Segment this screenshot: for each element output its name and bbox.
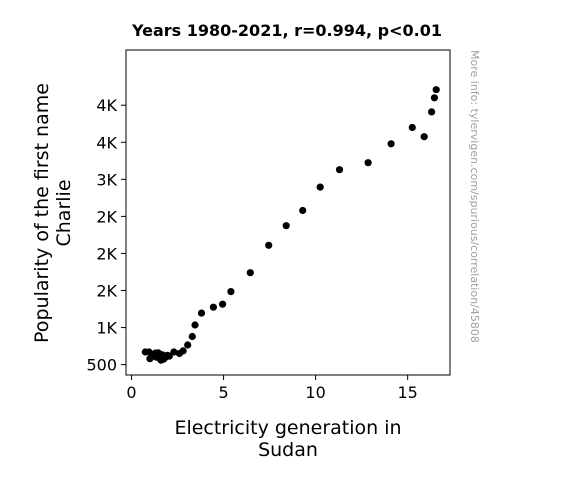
data-point-33 — [364, 159, 372, 167]
y-tick-label-1: 1K — [96, 319, 117, 338]
x-axis-ticks: 0 5 10 15 — [126, 375, 418, 402]
data-point-29 — [282, 222, 290, 230]
data-point-17 — [170, 348, 178, 356]
data-point-21 — [188, 332, 196, 341]
x-axis-label-line1: Electricity generation in — [174, 417, 401, 439]
data-point-19 — [179, 347, 187, 355]
data-point-25 — [219, 300, 227, 308]
data-point-20 — [184, 341, 192, 349]
y-axis-ticks: 500 1K 2K 2K 2K 3K 4K 4K — [86, 96, 126, 375]
data-point-22 — [191, 321, 199, 329]
data-points — [141, 86, 440, 364]
y-tick-label-7: 4K — [96, 96, 117, 115]
y-tick-label-4: 2K — [96, 207, 117, 226]
y-tick-label-5: 3K — [96, 170, 117, 189]
y-axis-label-line2: Charlie — [53, 179, 75, 246]
x-tick-label-1: 5 — [218, 383, 228, 402]
y-tick-label-2: 2K — [96, 282, 117, 301]
data-point-27 — [246, 269, 254, 277]
y-axis-label-line1: Popularity of the first name — [31, 83, 53, 343]
data-point-23 — [197, 309, 206, 317]
data-point-37 — [428, 108, 436, 116]
data-point-32 — [335, 166, 344, 174]
x-tick-label-3: 15 — [397, 383, 417, 402]
x-axis-label-line2: Sudan — [258, 439, 318, 461]
data-point-38 — [430, 94, 438, 102]
chart-title: Years 1980-2021, r=0.994, p<0.01 — [131, 21, 442, 40]
data-point-28 — [265, 241, 273, 249]
data-point-35 — [408, 123, 416, 132]
data-point-26 — [227, 288, 235, 296]
data-point-36 — [420, 133, 428, 141]
y-tick-label-0: 500 — [86, 356, 117, 375]
plot-frame — [125, 49, 451, 376]
source-note: More info: tylervigen.com/spurious/corre… — [468, 50, 481, 343]
y-tick-label-6: 4K — [96, 133, 117, 152]
data-point-30 — [299, 206, 307, 215]
data-point-31 — [316, 183, 324, 191]
source-note-text: More info: tylervigen.com/spurious/corre… — [468, 50, 481, 343]
y-axis-label: Popularity of the first name Charlie — [31, 83, 75, 343]
data-point-24 — [209, 303, 217, 311]
y-tick-label-3: 2K — [96, 244, 117, 263]
data-point-34 — [387, 140, 395, 148]
x-tick-label-2: 10 — [305, 383, 325, 402]
data-point-39 — [432, 86, 440, 94]
data-point-16 — [165, 352, 173, 360]
x-tick-label-0: 0 — [126, 383, 136, 402]
